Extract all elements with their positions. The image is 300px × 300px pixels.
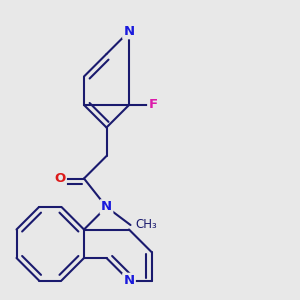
Text: N: N (101, 200, 112, 214)
Text: N: N (123, 25, 135, 38)
Text: CH₃: CH₃ (135, 218, 157, 232)
Text: F: F (148, 98, 158, 112)
Text: N: N (123, 274, 135, 287)
Text: O: O (54, 172, 66, 185)
